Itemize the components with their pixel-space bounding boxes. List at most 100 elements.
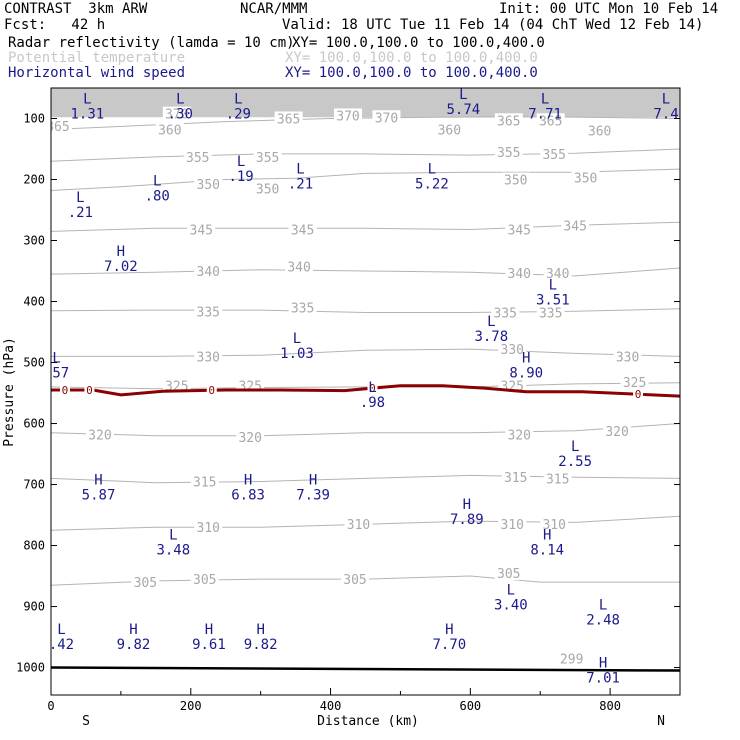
wind-extremum-value: 3.51: [536, 292, 570, 308]
theta-label: 330: [616, 350, 639, 365]
theta-label-bg: [183, 149, 212, 164]
wind-extremum-value: 7.39: [296, 488, 330, 504]
theta-label: 370: [375, 111, 398, 126]
theta-label: 310: [197, 521, 220, 536]
wind-extremum-value: 2.55: [558, 454, 592, 470]
wind-extremum-value: 3.48: [156, 542, 190, 558]
theta-contour-330: [51, 348, 680, 357]
reflectivity-label: 0: [369, 382, 376, 395]
model-name: CONTRAST 3km ARW: [4, 1, 148, 17]
theta-label-bg: [274, 111, 303, 126]
wind-extremum-marker: H: [445, 622, 453, 638]
theta-label-bg: [613, 349, 642, 364]
wind-extremum-marker: H: [129, 622, 137, 638]
reflectivity-label-bg: [633, 387, 644, 402]
theta-label-bg: [505, 265, 534, 280]
wind-extremum-value: 9.82: [117, 637, 151, 653]
theta-contour-325: [51, 382, 680, 390]
theta-label: 305: [497, 567, 520, 582]
wind-extremum-value: 9.82: [244, 637, 278, 653]
theta-label: 370: [165, 108, 188, 123]
wind-extremum-marker: L: [541, 91, 549, 107]
theta-label-bg: [187, 222, 216, 237]
wind-extremum-marker: H: [463, 497, 471, 513]
theta-label: 350: [504, 174, 527, 189]
reflectivity-label-bg: [367, 381, 378, 396]
wind-extremum-marker: L: [571, 439, 579, 455]
init-time: Init: 00 UTC Mon 10 Feb 14: [499, 1, 719, 17]
theta-label: 335: [494, 306, 517, 321]
theta-contour-315: [51, 474, 680, 484]
wind-extremum-value: 7.01: [586, 671, 620, 687]
theta-label-bg: [162, 378, 191, 393]
wind-extremum-marker: L: [153, 174, 161, 190]
theta-label: 315: [504, 471, 527, 486]
x-end-label-south: S: [82, 714, 90, 729]
theta-label-bg: [571, 170, 600, 185]
theta-label: 315: [193, 475, 216, 490]
theta-label: 320: [605, 425, 628, 440]
theta-dense-band: [51, 88, 680, 118]
field-name-theta: Potential temperature: [8, 50, 186, 66]
forecast-hour: Fcst: 42 h: [4, 17, 106, 33]
theta-label: 355: [256, 151, 279, 166]
wind-extremum-value: 3.40: [494, 597, 528, 613]
reflectivity-label: 0: [635, 388, 642, 401]
theta-label: 315: [546, 472, 569, 487]
theta-label-bg: [585, 123, 614, 138]
x-tick-label: 800: [599, 699, 621, 713]
y-tick-label: 1000: [16, 661, 45, 675]
theta-label: 360: [438, 123, 461, 138]
theta-label-bg: [194, 264, 223, 279]
wind-extremum-value: 1.31: [70, 106, 104, 122]
theta-label: 355: [497, 146, 520, 161]
x-tick-label: 600: [459, 699, 481, 713]
wind-extremum-value: .98: [360, 395, 385, 411]
theta-label: 310: [347, 518, 370, 533]
theta-label: 330: [197, 350, 220, 365]
theta-label-bg: [194, 176, 223, 191]
wind-extremum-marker: H: [522, 351, 530, 367]
wind-extremum-marker: L: [368, 380, 376, 396]
wind-extremum-value: 3.78: [474, 329, 508, 345]
theta-label-bg: [505, 427, 534, 442]
theta-label-bg: [498, 342, 527, 357]
theta-contour-355: [51, 148, 680, 162]
wind-extremum-marker: L: [507, 582, 515, 598]
theta-label-bg: [190, 572, 219, 587]
theta-label: 350: [574, 172, 597, 187]
wind-extremum-marker: L: [296, 161, 304, 177]
theta-label-bg: [344, 517, 373, 532]
theta-label-bg: [543, 471, 572, 486]
theta-label: 340: [197, 265, 220, 280]
theta-label-bg: [501, 172, 530, 187]
theta-label-bg: [85, 427, 114, 442]
theta-label: 335: [291, 302, 314, 317]
theta-label-bg: [494, 565, 523, 580]
theta-label-bg: [491, 305, 520, 320]
wind-extremum-marker: L: [169, 527, 177, 543]
theta-label-bg: [236, 429, 265, 444]
theta-contours: 365 370 365 370 370 365 365 360 360 360 355 355 355 3…: [51, 88, 680, 667]
theta-label-bg: [131, 575, 160, 590]
wind-extremum-marker: H: [309, 473, 317, 489]
wind-extremum-value: 9.61: [192, 637, 226, 653]
reflectivity-label: 0: [62, 384, 69, 397]
theta-label-bg: [190, 474, 219, 489]
theta-label: 345: [190, 224, 213, 239]
theta-label-bg: [498, 517, 527, 532]
x-tick-label: 0: [47, 699, 54, 713]
theta-label-bg: [543, 265, 572, 280]
y-tick-label: 500: [23, 356, 45, 370]
theta-label: 345: [291, 224, 314, 239]
wind-extremum-value: .29: [226, 106, 251, 122]
reflectivity-contours: 0 0 0 0 0: [51, 381, 680, 402]
wind-extremum-marker: L: [487, 314, 495, 330]
y-tick-label: 400: [23, 295, 45, 309]
wind-extremum-value: 6.83: [231, 488, 265, 504]
theta-label-bg: [194, 349, 223, 364]
theta-label: 365: [539, 114, 562, 129]
theta-label: 305: [134, 576, 157, 591]
wind-extremum-value: .80: [145, 189, 170, 205]
theta-label: 345: [563, 219, 586, 234]
